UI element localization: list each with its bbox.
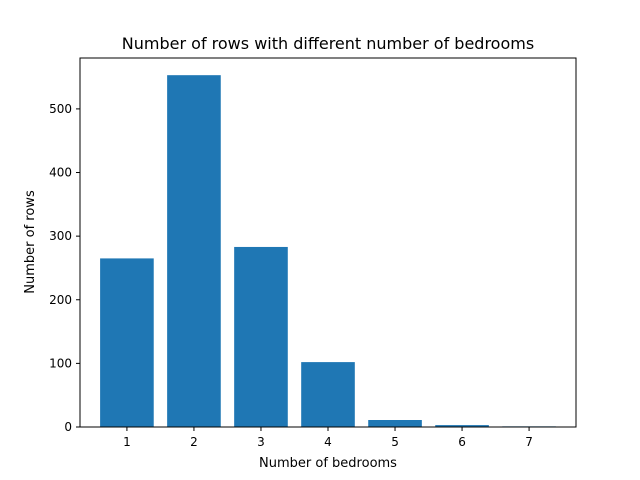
bar-6 (435, 425, 489, 427)
bar-1 (100, 258, 154, 427)
x-tick-label: 3 (257, 435, 265, 449)
bar-2 (167, 75, 221, 428)
x-tick-label: 5 (391, 435, 399, 449)
x-tick-label: 6 (458, 435, 466, 449)
plot-frame (79, 57, 577, 428)
bar-4 (301, 362, 355, 427)
x-tick-label: 1 (123, 435, 131, 449)
y-tick-label: 300 (49, 229, 72, 243)
y-axis-label: Number of rows (23, 190, 38, 294)
x-axis-label: Number of bedrooms (259, 456, 397, 471)
bar-3 (234, 246, 288, 427)
y-tick-label: 200 (49, 293, 72, 307)
bars-group (100, 75, 556, 428)
y-ticks: 0 100 200 300 400 500 (49, 102, 80, 434)
bar-5 (368, 420, 422, 427)
chart-title: Number of rows with different number of … (122, 34, 534, 53)
x-ticks: 1 2 3 4 5 6 7 (123, 427, 533, 449)
y-tick-label: 100 (49, 356, 72, 370)
x-tick-label: 4 (324, 435, 332, 449)
y-tick-label: 500 (49, 102, 72, 116)
x-tick-label: 7 (525, 435, 533, 449)
y-tick-label: 0 (64, 420, 72, 434)
x-tick-label: 2 (190, 435, 198, 449)
y-tick-label: 400 (49, 166, 72, 180)
